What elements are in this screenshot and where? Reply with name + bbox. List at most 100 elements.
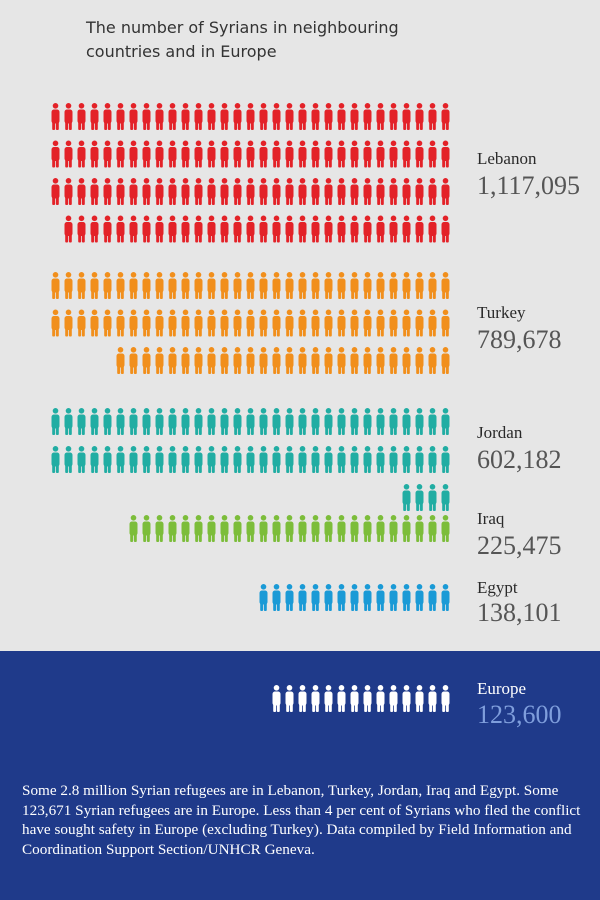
person-icon-turkey bbox=[376, 309, 385, 337]
person-icon-egypt bbox=[363, 584, 372, 611]
person-icon-lebanon bbox=[376, 215, 385, 243]
person-icon-iraq bbox=[285, 515, 294, 542]
person-icon-lebanon bbox=[194, 178, 203, 205]
person-icon-turkey bbox=[337, 309, 346, 337]
person-icon-turkey bbox=[181, 272, 190, 299]
person-icon-lebanon bbox=[259, 178, 268, 205]
person-icon-jordan bbox=[311, 408, 320, 435]
person-icon-turkey bbox=[350, 309, 359, 337]
person-icon-iraq bbox=[376, 515, 385, 542]
person-icon-turkey bbox=[103, 272, 112, 299]
person-icon-jordan bbox=[90, 408, 99, 435]
person-icon-lebanon bbox=[428, 215, 437, 243]
person-icon-lebanon bbox=[259, 103, 268, 130]
country-label-iraq: Iraq bbox=[477, 509, 505, 528]
person-icon-lebanon bbox=[103, 140, 112, 168]
person-icon-lebanon bbox=[441, 178, 450, 205]
person-icon-turkey bbox=[350, 347, 359, 374]
person-icon-egypt bbox=[337, 584, 346, 611]
person-icon-turkey bbox=[116, 309, 125, 337]
person-icon-lebanon bbox=[428, 103, 437, 130]
person-icon-turkey bbox=[116, 347, 125, 374]
person-icon-turkey bbox=[142, 309, 151, 337]
person-icon-lebanon bbox=[376, 178, 385, 205]
person-icon-turkey bbox=[415, 309, 424, 337]
person-icon-lebanon bbox=[363, 140, 372, 168]
person-icon-turkey bbox=[246, 309, 255, 337]
person-icon-jordan bbox=[324, 408, 333, 435]
person-icon-jordan bbox=[116, 408, 125, 435]
person-icon-lebanon bbox=[285, 215, 294, 243]
person-icon-turkey bbox=[207, 309, 216, 337]
person-icon-turkey bbox=[402, 309, 411, 337]
person-icon-turkey bbox=[324, 272, 333, 299]
person-icon-turkey bbox=[428, 272, 437, 299]
person-icon-lebanon bbox=[181, 215, 190, 243]
person-icon-lebanon bbox=[376, 140, 385, 168]
person-icon-turkey bbox=[246, 347, 255, 374]
person-icon-iraq bbox=[441, 515, 450, 542]
person-icon-turkey bbox=[272, 309, 281, 337]
person-icon-turkey bbox=[324, 347, 333, 374]
person-icon-turkey bbox=[298, 272, 307, 299]
person-icon-jordan bbox=[142, 408, 151, 435]
person-icon-lebanon bbox=[233, 178, 242, 205]
person-icon-lebanon bbox=[311, 103, 320, 130]
person-icon-lebanon bbox=[64, 103, 73, 130]
person-icon-lebanon bbox=[389, 215, 398, 243]
person-icon-lebanon bbox=[90, 103, 99, 130]
person-icon-lebanon bbox=[129, 178, 138, 205]
person-icon-iraq bbox=[142, 515, 151, 542]
person-icon-lebanon bbox=[376, 103, 385, 130]
person-icon-turkey bbox=[428, 347, 437, 374]
person-icon-lebanon bbox=[324, 178, 333, 205]
person-icon-lebanon bbox=[181, 178, 190, 205]
person-icon-lebanon bbox=[142, 215, 151, 243]
person-icon-lebanon bbox=[168, 178, 177, 205]
country-label-egypt: Egypt bbox=[477, 578, 518, 597]
person-icon-iraq bbox=[259, 515, 268, 542]
person-icon-turkey bbox=[259, 309, 268, 337]
country-value-turkey: 789,678 bbox=[477, 325, 562, 354]
person-icon-europe bbox=[389, 685, 398, 712]
person-icon-lebanon bbox=[337, 215, 346, 243]
person-icon-turkey bbox=[376, 272, 385, 299]
person-icon-jordan bbox=[259, 408, 268, 435]
person-icon-egypt bbox=[272, 584, 281, 611]
person-icon-lebanon bbox=[51, 140, 60, 168]
person-icon-lebanon bbox=[155, 103, 164, 130]
person-icon-lebanon bbox=[246, 103, 255, 130]
person-icon-lebanon bbox=[246, 140, 255, 168]
person-icon-jordan bbox=[77, 446, 86, 473]
person-icon-europe bbox=[350, 685, 359, 712]
person-icon-iraq bbox=[220, 515, 229, 542]
person-icon-jordan bbox=[428, 446, 437, 473]
person-icon-jordan bbox=[311, 446, 320, 473]
person-icon-jordan bbox=[233, 408, 242, 435]
person-icon-lebanon bbox=[51, 178, 60, 205]
person-icon-lebanon bbox=[298, 178, 307, 205]
person-icon-turkey bbox=[207, 347, 216, 374]
person-icon-turkey bbox=[129, 309, 138, 337]
person-icon-turkey bbox=[376, 347, 385, 374]
person-icon-egypt bbox=[402, 584, 411, 611]
person-icon-jordan bbox=[51, 408, 60, 435]
person-icon-jordan bbox=[285, 408, 294, 435]
person-icon-lebanon bbox=[194, 215, 203, 243]
person-icon-lebanon bbox=[363, 215, 372, 243]
person-icon-lebanon bbox=[129, 140, 138, 168]
person-icon-turkey bbox=[246, 272, 255, 299]
country-value-europe: 123,600 bbox=[477, 700, 562, 729]
person-icon-iraq bbox=[194, 515, 203, 542]
person-icon-jordan bbox=[363, 446, 372, 473]
person-icon-turkey bbox=[311, 272, 320, 299]
person-icon-jordan bbox=[415, 484, 424, 511]
person-icon-lebanon bbox=[441, 103, 450, 130]
person-icon-jordan bbox=[181, 408, 190, 435]
person-icon-turkey bbox=[428, 309, 437, 337]
person-icon-lebanon bbox=[181, 103, 190, 130]
person-icon-lebanon bbox=[155, 178, 164, 205]
person-icon-lebanon bbox=[142, 178, 151, 205]
person-icon-turkey bbox=[272, 347, 281, 374]
person-icon-lebanon bbox=[181, 140, 190, 168]
